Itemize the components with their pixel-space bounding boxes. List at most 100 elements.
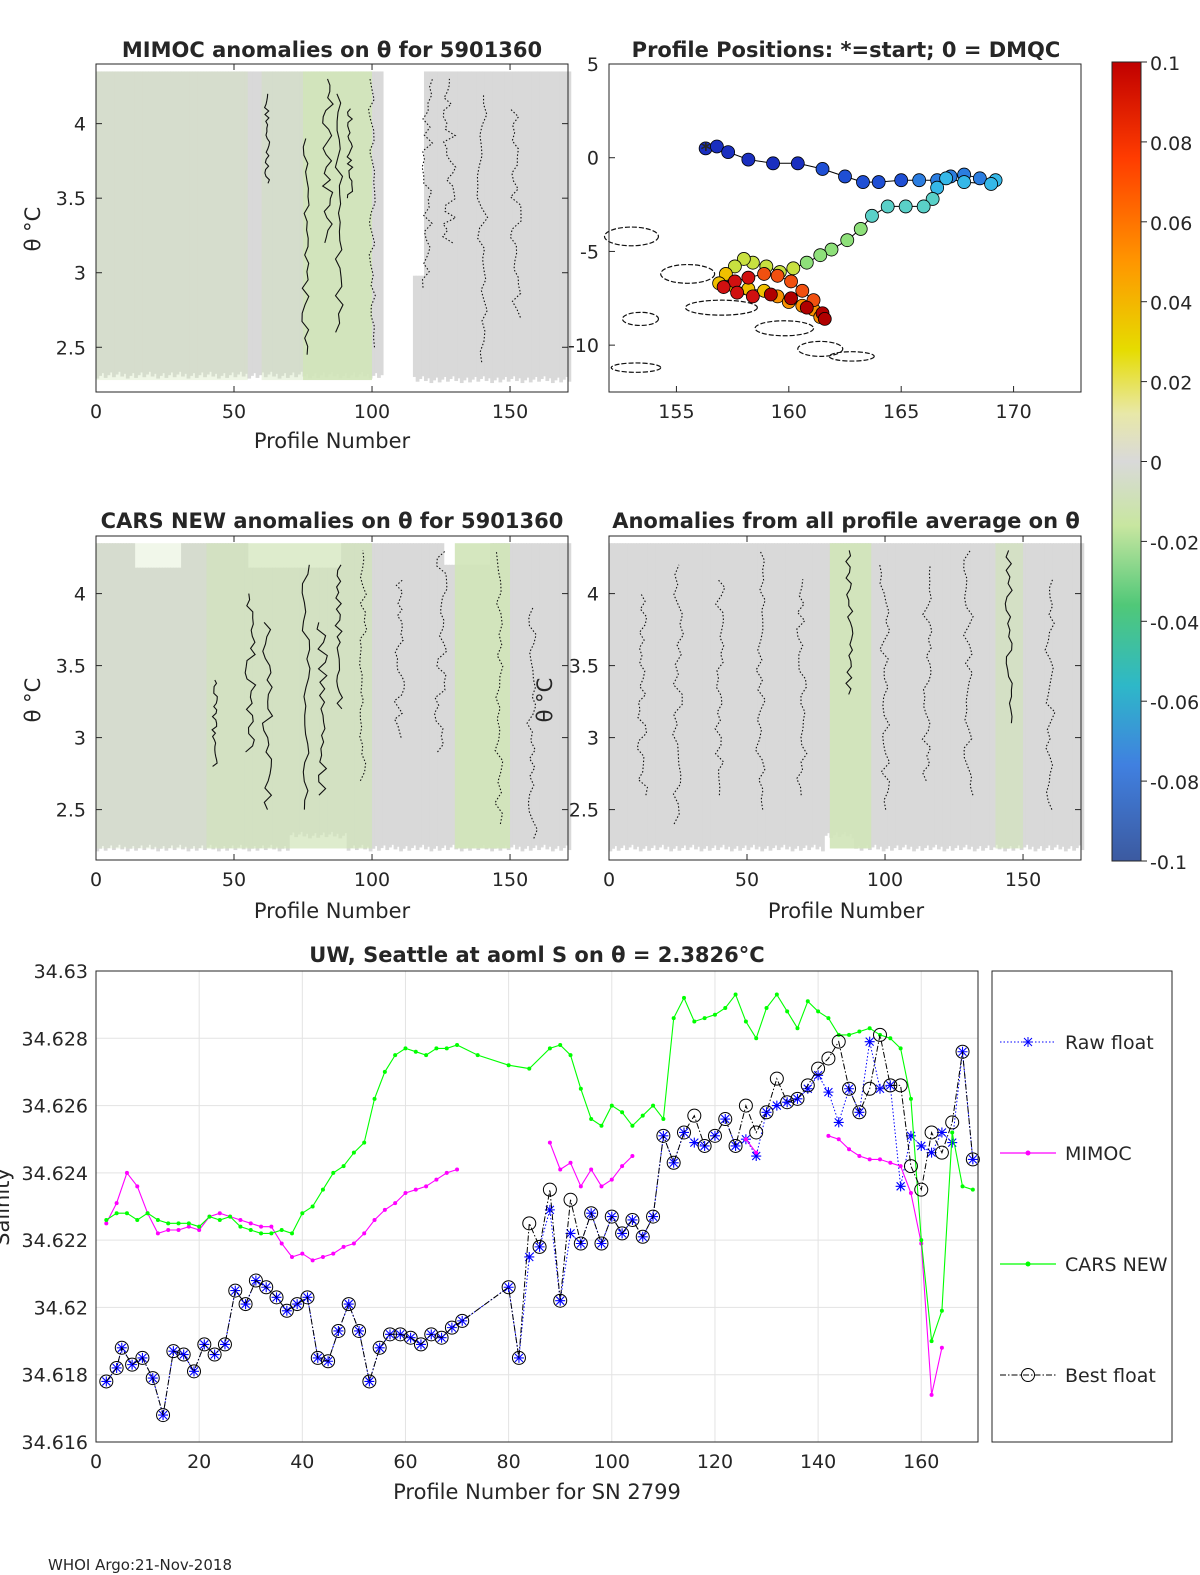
anomaly-column bbox=[123, 71, 127, 374]
anomaly-column bbox=[158, 71, 163, 376]
anomaly-column bbox=[506, 71, 511, 382]
anomaly-column bbox=[763, 543, 767, 849]
anomaly-column bbox=[1069, 543, 1074, 847]
anomaly-column bbox=[145, 567, 149, 848]
anomaly-column bbox=[561, 543, 566, 849]
x-tick-label: 100 bbox=[594, 1451, 630, 1473]
mimoc-point bbox=[341, 1244, 346, 1249]
profile-position-marker bbox=[880, 199, 895, 214]
coastline bbox=[660, 263, 716, 284]
anomaly-column bbox=[1061, 543, 1065, 847]
raw-float-point bbox=[905, 1130, 916, 1141]
best-float-point bbox=[945, 1115, 960, 1130]
anomaly-column bbox=[691, 543, 696, 845]
anomaly-column bbox=[545, 543, 550, 850]
anomaly-column bbox=[205, 71, 210, 375]
anomaly-column bbox=[448, 564, 453, 848]
anomaly-column bbox=[125, 543, 130, 852]
anomaly-column bbox=[252, 71, 257, 374]
anomaly-column bbox=[377, 543, 381, 851]
mimoc-point bbox=[455, 1167, 460, 1172]
raw-float-point bbox=[833, 1117, 844, 1128]
anomaly-column bbox=[804, 543, 809, 846]
anomaly-column bbox=[459, 71, 464, 384]
anomaly-column bbox=[189, 71, 194, 376]
best-float-point bbox=[279, 1303, 294, 1318]
anomaly-column bbox=[106, 71, 111, 376]
best-float-point bbox=[362, 1374, 377, 1389]
anomaly-column bbox=[468, 71, 472, 383]
x-tick-label: 50 bbox=[735, 869, 759, 891]
anomaly-column bbox=[109, 543, 114, 846]
best-float-point bbox=[372, 1340, 387, 1355]
cars-new-point bbox=[145, 1211, 150, 1216]
best-float-point bbox=[903, 1159, 918, 1174]
raw-float-point bbox=[885, 1080, 896, 1091]
anomaly-contour bbox=[796, 579, 808, 796]
coastline bbox=[610, 362, 662, 373]
anomaly-column bbox=[983, 543, 988, 849]
anomaly-column bbox=[967, 543, 972, 850]
anomaly-column bbox=[776, 543, 781, 851]
anomaly-column bbox=[128, 543, 133, 849]
x-tick-label: 0 bbox=[603, 869, 615, 891]
anomaly-contour bbox=[1004, 550, 1013, 724]
profile-position-marker bbox=[718, 267, 733, 281]
best-float-point bbox=[248, 1273, 263, 1288]
anomaly-column bbox=[925, 543, 930, 846]
anomaly-column bbox=[978, 543, 983, 847]
best-float-point bbox=[99, 1374, 114, 1389]
anomaly-column bbox=[216, 71, 221, 379]
mimoc-point bbox=[166, 1228, 171, 1233]
anomaly-column bbox=[106, 543, 111, 849]
mimoc-point bbox=[558, 1167, 563, 1172]
anomaly-column bbox=[550, 543, 555, 852]
cars-new-point bbox=[341, 1164, 346, 1169]
cars-new-point bbox=[785, 1009, 790, 1014]
anomaly-column bbox=[887, 543, 892, 847]
anomaly-column bbox=[123, 543, 127, 847]
best-float-point bbox=[501, 1280, 516, 1295]
raw-float-point bbox=[751, 1151, 762, 1162]
raw-float-point bbox=[219, 1339, 230, 1350]
anomaly-column bbox=[614, 543, 618, 847]
anomaly-contour bbox=[211, 679, 218, 767]
anomaly-column bbox=[641, 543, 646, 849]
legend-best-float-marker bbox=[1021, 1368, 1035, 1382]
anomaly-column bbox=[531, 543, 536, 849]
anomaly-column bbox=[385, 543, 390, 851]
anomaly-column bbox=[520, 71, 525, 384]
raw-float-point bbox=[947, 1137, 958, 1148]
profile-position-marker bbox=[799, 300, 814, 315]
legend-raw-float-label: Raw float bbox=[1065, 1032, 1154, 1054]
anomaly-column bbox=[261, 71, 265, 373]
anomaly-column bbox=[117, 543, 122, 845]
y-tick-label: 34.62 bbox=[34, 1297, 88, 1319]
anomaly-column bbox=[735, 543, 740, 847]
anomaly-column bbox=[170, 71, 174, 373]
anomaly-column bbox=[548, 543, 552, 847]
anomaly-column bbox=[481, 71, 486, 377]
anomaly-column bbox=[790, 543, 795, 852]
anomaly-column bbox=[774, 543, 778, 846]
anomaly-column bbox=[432, 543, 437, 849]
profile-position-marker bbox=[784, 291, 798, 306]
cars-new-point bbox=[527, 1066, 532, 1071]
anomaly-column bbox=[559, 543, 563, 851]
anomaly-column bbox=[435, 71, 439, 378]
anomaly-column bbox=[429, 543, 434, 852]
cars-new-point bbox=[228, 1214, 233, 1219]
anomaly-column bbox=[694, 543, 698, 850]
mimoc-point bbox=[413, 1187, 418, 1192]
axes-frame bbox=[95, 970, 979, 1443]
best-float-point bbox=[955, 1044, 970, 1059]
best-float-point bbox=[790, 1091, 805, 1106]
cars-new-point bbox=[207, 1214, 212, 1219]
anomaly-column bbox=[890, 543, 894, 851]
coastline bbox=[754, 320, 815, 337]
best-float-point bbox=[403, 1330, 418, 1345]
anomaly-column bbox=[197, 543, 202, 849]
best-float-point bbox=[852, 1105, 867, 1120]
anomaly-column bbox=[1066, 543, 1071, 849]
